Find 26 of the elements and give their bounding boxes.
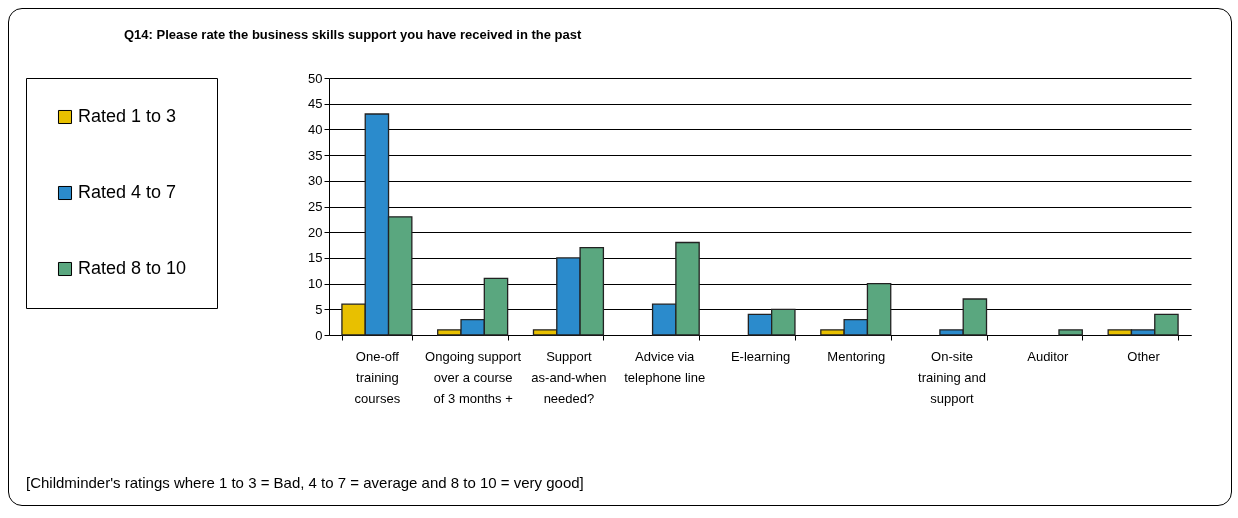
x-tick-label: Advice via telephone line xyxy=(624,348,706,385)
x-tick-label: Other xyxy=(1127,348,1161,364)
y-tick-label: 30 xyxy=(308,173,323,189)
y-tick-label: 25 xyxy=(308,199,323,214)
x-tick-label: Auditor xyxy=(1027,348,1070,364)
x-tick-label: Mentoring xyxy=(827,348,886,364)
y-tick-label: 10 xyxy=(308,276,323,292)
x-tick-label: Support as-and-when needed? xyxy=(531,348,607,406)
y-tick-label: 5 xyxy=(315,301,323,317)
y-tick-label: 40 xyxy=(308,121,323,137)
y-tick-label: 15 xyxy=(308,250,323,266)
chart-title: Q14: Please rate the business skills support you have received in the past xyxy=(124,27,583,42)
y-tick-label: 0 xyxy=(315,327,323,343)
y-tick-label: 50 xyxy=(308,70,323,86)
text: [Childminder's ratings where 1 to 3 = Bad, 4 to 7 = average and 8 to 10 = very good] xyxy=(26,474,584,491)
x-tick-label: Ongoing support over a course of 3 months + xyxy=(425,348,522,406)
x-tick-label: One-off training courses xyxy=(354,348,401,406)
legend-label: Rated 1 to 3 xyxy=(78,106,177,126)
legend-label: Rated 8 to 10 xyxy=(78,258,187,278)
bar xyxy=(1058,329,1083,336)
x-tick-label: On-site training and support xyxy=(918,348,987,406)
x-tick-label: E-learning xyxy=(730,348,791,364)
y-tick-label: 45 xyxy=(308,96,323,112)
y-tick-label: 20 xyxy=(308,224,323,240)
y-tick-label: 35 xyxy=(308,147,323,163)
legend-label: Rated 4 to 7 xyxy=(78,182,177,202)
